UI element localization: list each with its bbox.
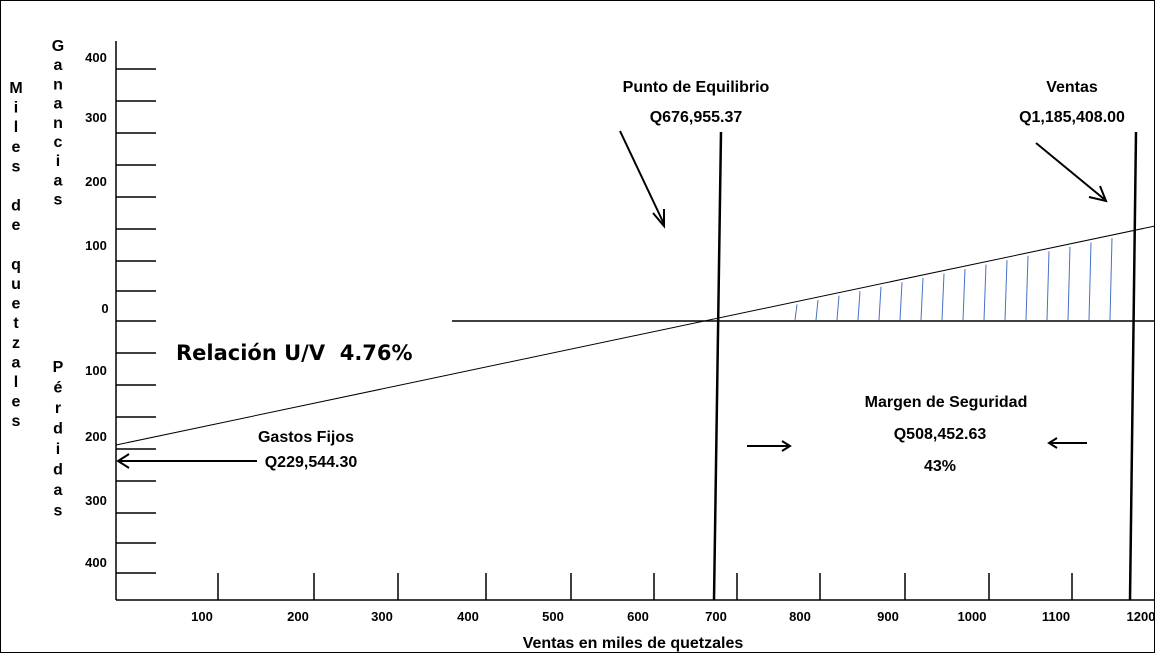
y-axis-letter: a <box>54 172 63 189</box>
y-tick-label: 100 <box>85 238 107 253</box>
y-axis-letter: i <box>56 153 60 170</box>
y-axis-letter: n <box>53 76 63 93</box>
fixed-costs-title: Gastos Fijos <box>258 429 354 446</box>
ratio-label: Relación U/V 4.76% <box>176 341 413 365</box>
y-axis-letter: q <box>11 256 21 273</box>
x-tick-label: 200 <box>287 609 309 624</box>
y-tick-label: 300 <box>85 110 107 125</box>
y-axis-letter: d <box>53 462 63 479</box>
x-tick-label: 1200 <box>1127 609 1156 624</box>
y-tick-label: 400 <box>85 50 107 65</box>
hatch-line <box>1025 255 1029 321</box>
arrow-fixed-costs <box>116 453 257 469</box>
hatch-line <box>920 277 924 321</box>
x-tick-label: 400 <box>457 609 479 624</box>
hatch-line <box>815 299 819 321</box>
x-tick-label: 800 <box>789 609 811 624</box>
y-axis-letter: s <box>12 413 21 430</box>
x-tick-label: 900 <box>877 609 899 624</box>
breakeven-value: Q676,955.37 <box>650 109 743 126</box>
y-axis-letter: i <box>56 441 60 458</box>
x-tick-label: 100 <box>191 609 213 624</box>
y-tick-label: 300 <box>85 493 107 508</box>
y-tick-label: 200 <box>85 174 107 189</box>
hatch-line <box>878 286 882 321</box>
sales-value: Q1,185,408.00 <box>1019 109 1125 126</box>
y-axis-letter: i <box>14 100 18 117</box>
hatch-line <box>794 304 798 321</box>
y-axis-letter: a <box>12 354 21 371</box>
y-axis-letter: M <box>9 80 22 97</box>
hatch-line <box>1088 242 1092 321</box>
y-axis-letter: G <box>52 38 64 55</box>
sales-line <box>1128 131 1138 601</box>
y-axis-letter: é <box>54 380 63 397</box>
y-axis-letter: e <box>12 394 21 411</box>
hatch-line <box>836 295 840 321</box>
y-ticks: 400 300 200 100 0 100 200 300 400 <box>85 50 156 574</box>
x-ticks: 100 200 300 400 500 600 700 800 900 1000 1100 1200 <box>191 573 1155 624</box>
x-axis-label: Ventas en miles de quetzales <box>523 635 744 652</box>
y-axis-letter: e <box>12 217 21 234</box>
y-axis-letter: n <box>53 115 63 132</box>
y-axis-letter: c <box>54 134 63 151</box>
profit-line <box>115 225 1156 446</box>
hatch-line <box>1046 251 1050 321</box>
arrow-sales <box>1035 142 1108 203</box>
y-axis-letter: l <box>14 119 18 136</box>
y-axis-letter: a <box>54 96 63 113</box>
arrow-safety-right <box>747 440 792 452</box>
x-tick-label: 600 <box>627 609 649 624</box>
y-axis-letter: e <box>12 139 21 156</box>
safety-value: Q508,452.63 <box>894 426 987 443</box>
safety-pct: 43% <box>924 458 956 475</box>
safety-title: Margen de Seguridad <box>865 394 1028 411</box>
hatch-line <box>1067 246 1071 321</box>
y-axis-letter: e <box>12 296 21 313</box>
y-axis-letter: P <box>53 359 64 376</box>
y-tick-label: 400 <box>85 555 107 570</box>
hatch-line <box>899 282 903 321</box>
hatch-line <box>857 291 861 321</box>
hatch-line <box>962 269 966 321</box>
hatch-line <box>983 264 987 321</box>
y-axis-letter: d <box>11 198 21 215</box>
sales-title: Ventas <box>1046 79 1098 96</box>
x-tick-label: 500 <box>542 609 564 624</box>
breakeven-title: Punto de Equilibrio <box>623 79 770 96</box>
y-axis-letter: t <box>13 315 19 332</box>
y-tick-label: 200 <box>85 429 107 444</box>
breakeven-line <box>712 131 723 601</box>
y-axis-letter: a <box>54 57 63 74</box>
y-axis-letter: l <box>14 374 18 391</box>
arrow-safety-left <box>1047 437 1087 449</box>
y-axis-letter: r <box>55 400 61 417</box>
y-axis-letter: s <box>12 158 21 175</box>
x-tick-label: 1000 <box>958 609 987 624</box>
y-axis-letter: u <box>11 276 21 293</box>
profit-hatch-area <box>794 238 1113 321</box>
y-axis-letter: s <box>54 503 63 520</box>
y-axis-letter: s <box>54 192 63 209</box>
x-tick-label: 1100 <box>1042 609 1070 624</box>
hatch-line <box>1004 260 1008 321</box>
y-tick-label-zero: 0 <box>101 301 108 316</box>
hatch-line <box>1109 238 1113 321</box>
hatch-line <box>941 273 945 321</box>
x-tick-label: 700 <box>705 609 727 624</box>
arrow-breakeven <box>619 130 665 229</box>
y-axis-letter: z <box>12 335 20 352</box>
y-tick-label: 100 <box>85 363 107 378</box>
x-tick-label: 300 <box>371 609 393 624</box>
y-axis-letter: a <box>54 482 63 499</box>
fixed-costs-value: Q229,544.30 <box>265 454 358 471</box>
y-axis-letter: d <box>53 421 63 438</box>
